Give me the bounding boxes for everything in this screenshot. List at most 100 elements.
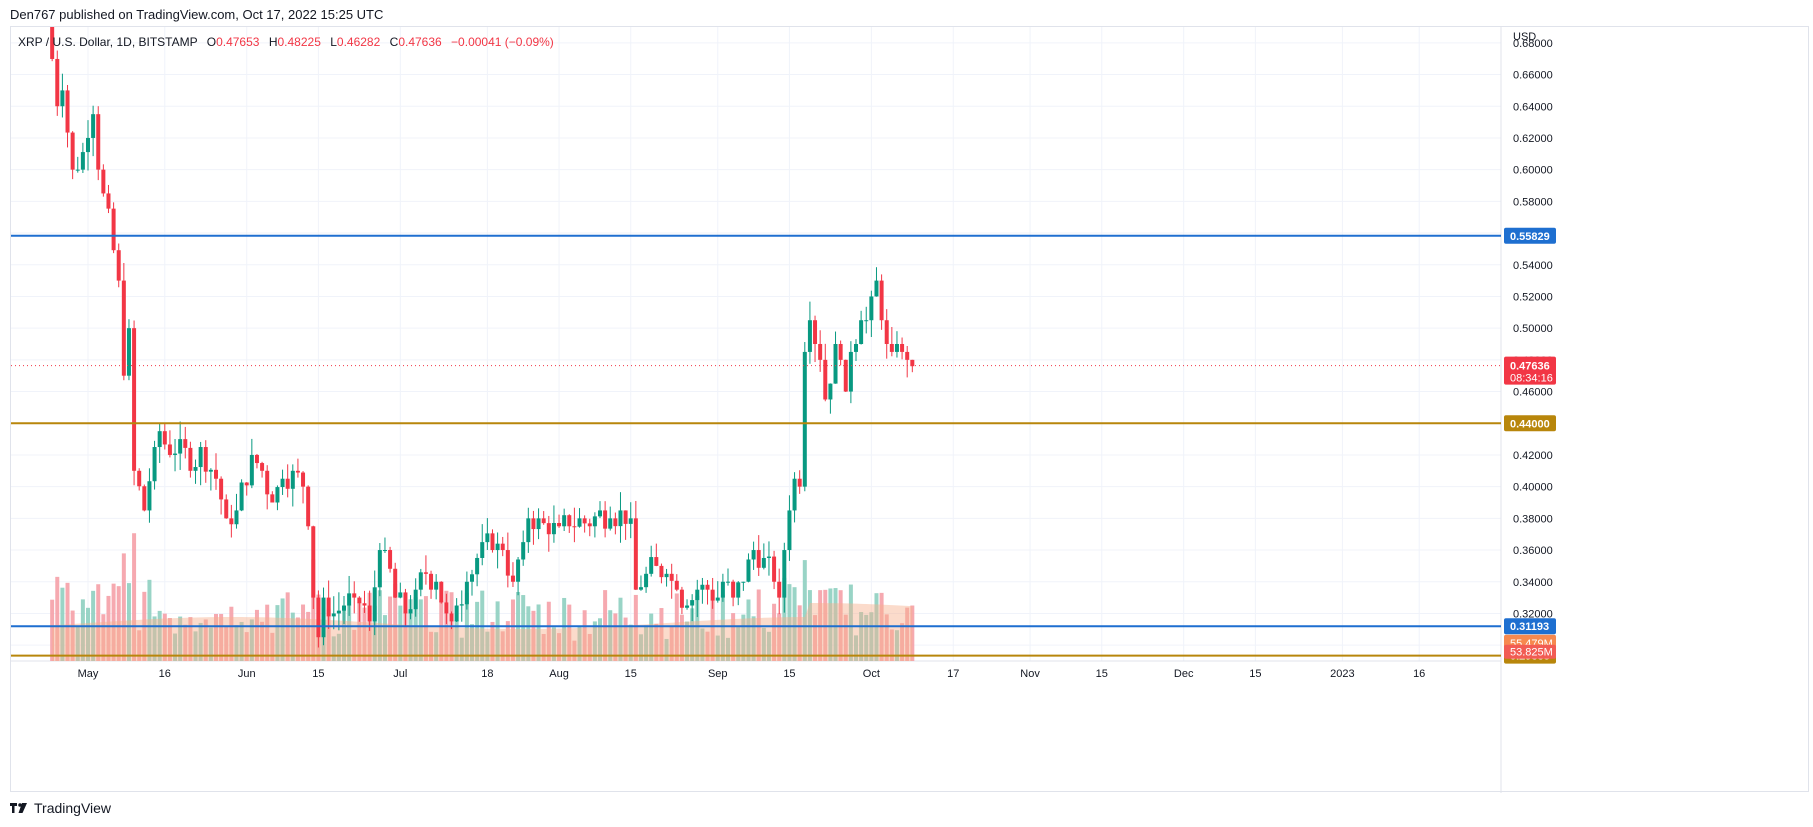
candle-body[interactable]: [198, 447, 203, 468]
candle-body[interactable]: [306, 486, 311, 527]
candle-body[interactable]: [823, 359, 828, 400]
candle-body[interactable]: [311, 526, 316, 598]
candle-body[interactable]: [454, 605, 459, 622]
candle-body[interactable]: [536, 518, 541, 530]
candle-body[interactable]: [193, 467, 198, 471]
candle-body[interactable]: [505, 550, 510, 576]
candle-body[interactable]: [664, 573, 669, 578]
candle-body[interactable]: [475, 557, 480, 575]
candle-body[interactable]: [347, 593, 352, 606]
candle-body[interactable]: [710, 589, 715, 601]
candle-body[interactable]: [884, 320, 889, 344]
candle-body[interactable]: [910, 359, 915, 367]
candle-body[interactable]: [659, 565, 664, 578]
candle-body[interactable]: [889, 344, 894, 352]
candle-body[interactable]: [167, 444, 172, 455]
chart-frame[interactable]: 0.68000 0.66000 0.64000 0.62000 0.60000 0.580…: [10, 26, 1810, 793]
candle-body[interactable]: [470, 574, 474, 582]
candle-body[interactable]: [147, 481, 152, 511]
candle-body[interactable]: [321, 597, 326, 638]
candle-body[interactable]: [183, 439, 188, 448]
candle-body[interactable]: [362, 603, 367, 606]
candle-body[interactable]: [679, 589, 684, 608]
candle-body[interactable]: [336, 610, 341, 614]
candle-body[interactable]: [290, 470, 295, 489]
candle-body[interactable]: [761, 557, 766, 568]
candle-body[interactable]: [439, 581, 444, 603]
candle-body[interactable]: [818, 344, 823, 360]
candle-body[interactable]: [459, 604, 464, 606]
candle-body[interactable]: [275, 487, 280, 503]
candle-body[interactable]: [173, 453, 178, 455]
candle-body[interactable]: [802, 351, 807, 487]
candle-body[interactable]: [280, 478, 285, 488]
candle-body[interactable]: [854, 344, 858, 352]
candle-body[interactable]: [403, 592, 408, 614]
candle-body[interactable]: [715, 597, 720, 601]
candle-body[interactable]: [633, 518, 638, 590]
candle-body[interactable]: [864, 320, 869, 322]
candle-body[interactable]: [111, 208, 116, 251]
candle-body[interactable]: [551, 522, 556, 535]
candle-body[interactable]: [859, 320, 864, 344]
candle-body[interactable]: [239, 482, 244, 511]
candle-body[interactable]: [833, 344, 838, 384]
candle-body[interactable]: [838, 344, 843, 360]
candle-body[interactable]: [792, 478, 797, 511]
candle-body[interactable]: [126, 328, 131, 376]
candle-body[interactable]: [244, 482, 249, 486]
candle-body[interactable]: [608, 518, 613, 529]
candle-body[interactable]: [843, 359, 848, 392]
candle-body[interactable]: [567, 515, 572, 527]
candle-body[interactable]: [265, 470, 270, 495]
candle-body[interactable]: [357, 597, 362, 604]
candle-body[interactable]: [669, 573, 674, 581]
candle-body[interactable]: [393, 568, 398, 598]
candle-body[interactable]: [121, 280, 126, 376]
candle-body[interactable]: [429, 573, 434, 590]
candle-body[interactable]: [485, 533, 490, 543]
candle-body[interactable]: [301, 472, 306, 487]
candle-body[interactable]: [116, 250, 121, 281]
candle-body[interactable]: [331, 613, 336, 617]
candle-body[interactable]: [807, 320, 812, 352]
candle-body[interactable]: [685, 605, 690, 608]
candle-body[interactable]: [741, 581, 746, 583]
candle-body[interactable]: [828, 383, 833, 400]
candle-body[interactable]: [521, 542, 526, 560]
candle-body[interactable]: [188, 447, 193, 471]
candle-body[interactable]: [797, 478, 802, 487]
candle-body[interactable]: [649, 557, 654, 574]
candle-body[interactable]: [674, 580, 679, 590]
candle-body[interactable]: [603, 510, 608, 529]
candle-body[interactable]: [137, 470, 142, 487]
candle-body[interactable]: [480, 542, 485, 558]
candle-body[interactable]: [516, 559, 521, 582]
candle-body[interactable]: [434, 581, 439, 590]
candle-body[interactable]: [91, 114, 96, 138]
candle-body[interactable]: [249, 454, 254, 486]
candle-body[interactable]: [270, 494, 275, 503]
candle-body[interactable]: [234, 510, 239, 525]
candle-body[interactable]: [295, 470, 300, 473]
candle-body[interactable]: [132, 328, 137, 471]
candle-body[interactable]: [178, 439, 183, 454]
candle-body[interactable]: [495, 543, 500, 551]
candle-body[interactable]: [377, 550, 382, 588]
candle-body[interactable]: [388, 550, 393, 569]
candle-body[interactable]: [582, 518, 587, 524]
price-chart[interactable]: 0.68000 0.66000 0.64000 0.62000 0.60000 0.580…: [11, 27, 1810, 793]
candle-body[interactable]: [260, 463, 265, 471]
candle-body[interactable]: [75, 169, 80, 171]
candle-body[interactable]: [142, 486, 147, 511]
candle-body[interactable]: [398, 592, 403, 598]
candle-body[interactable]: [623, 510, 628, 524]
candle-body[interactable]: [848, 351, 853, 392]
candle-body[interactable]: [106, 193, 111, 209]
candle-body[interactable]: [70, 132, 75, 170]
candle-body[interactable]: [86, 137, 90, 153]
candle-body[interactable]: [587, 523, 592, 527]
candle-body[interactable]: [546, 523, 551, 535]
candle-body[interactable]: [894, 344, 899, 352]
candle-body[interactable]: [60, 90, 65, 107]
